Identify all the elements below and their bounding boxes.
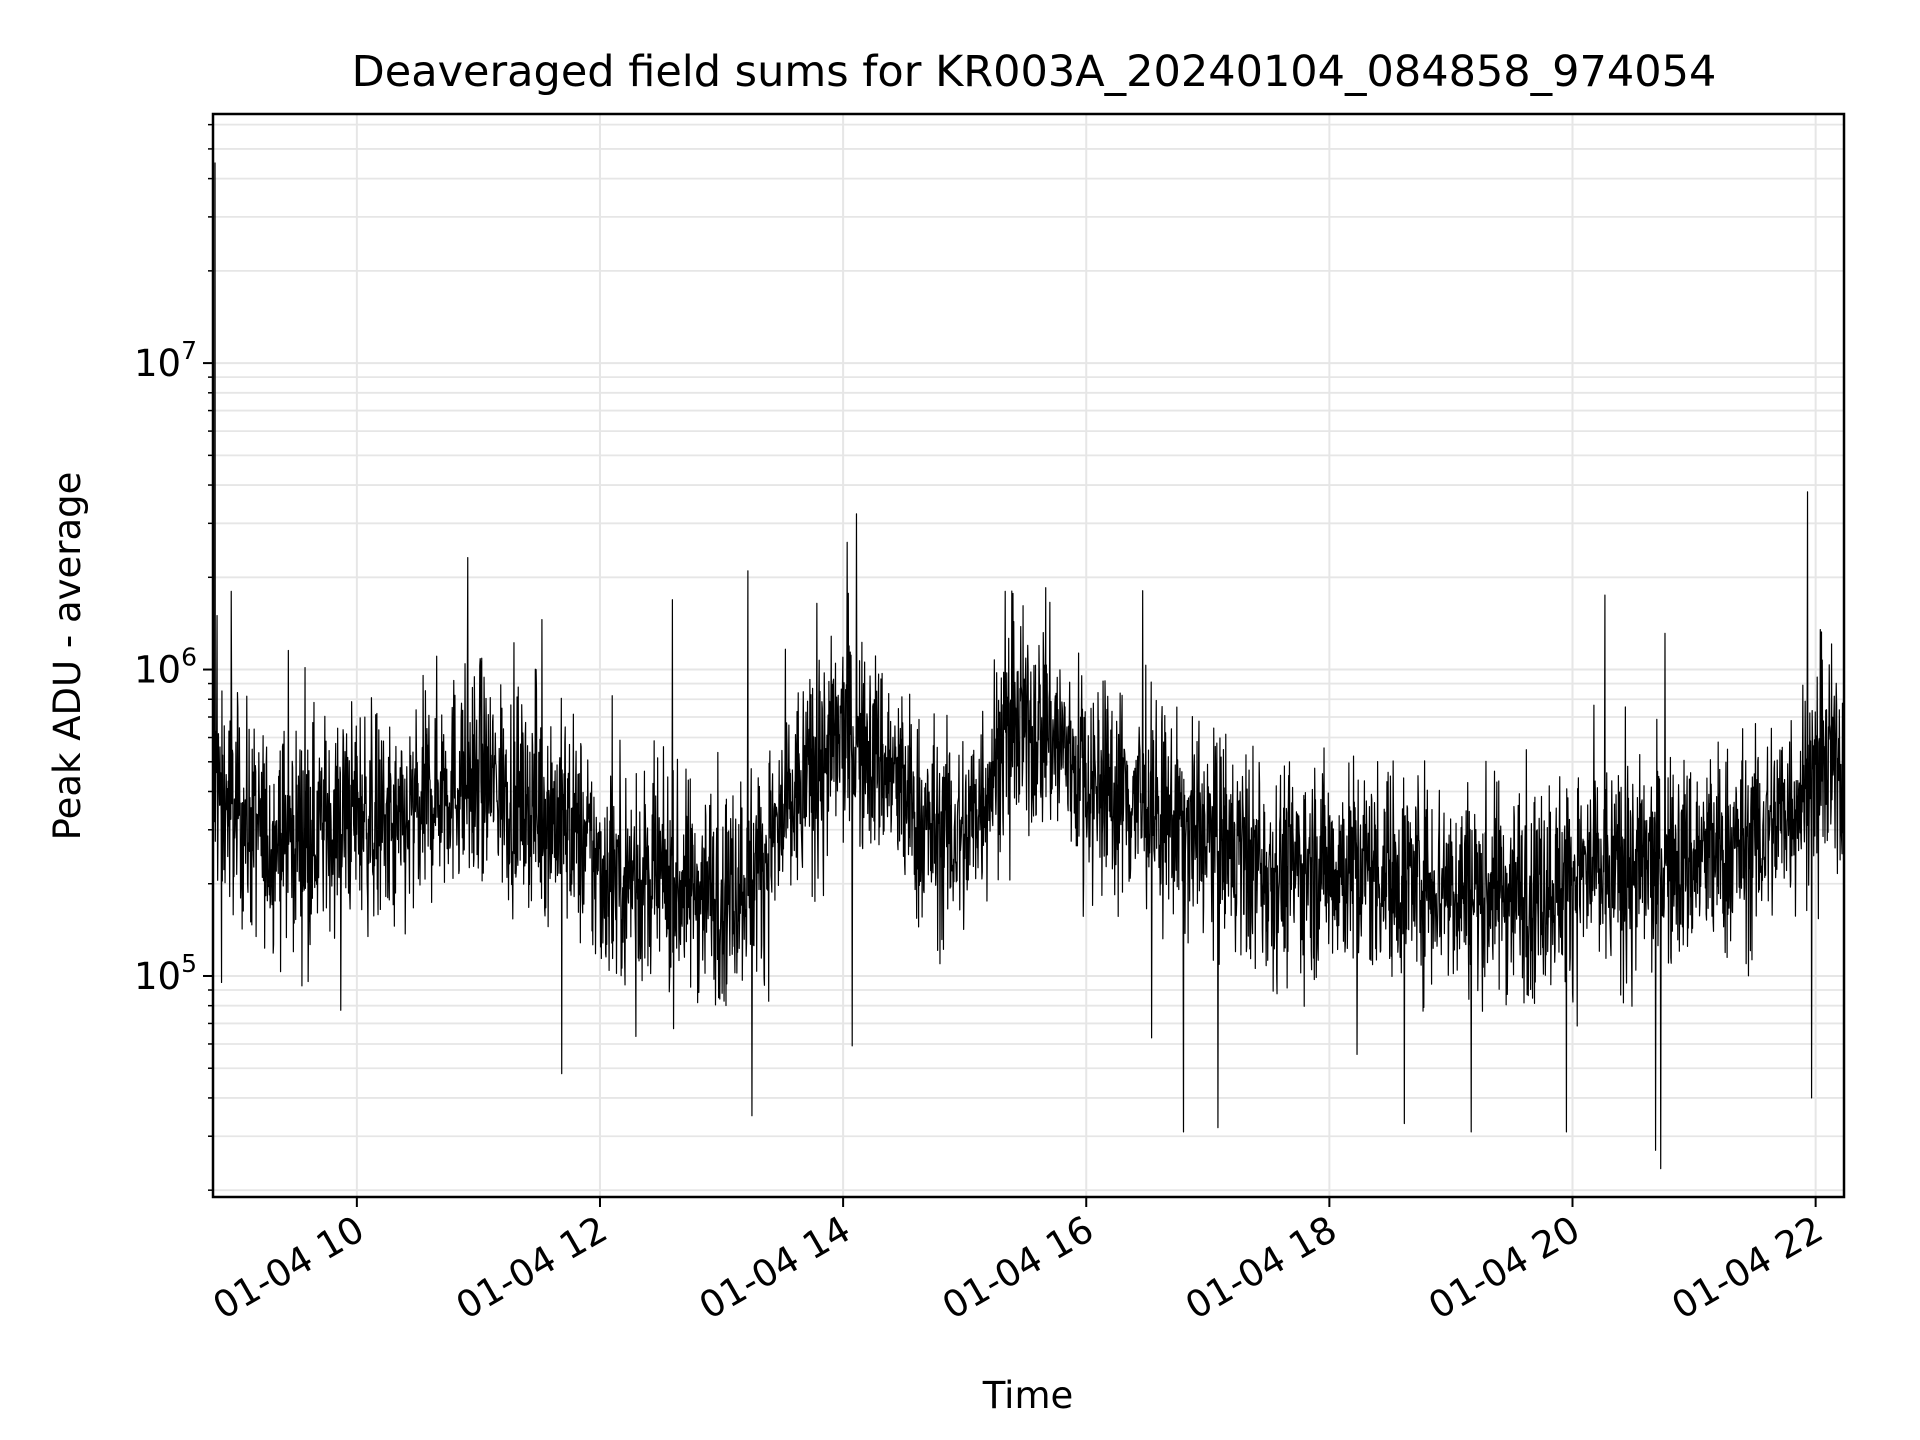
x-tick-label: 01-04 14: [692, 1208, 858, 1328]
plot-frame: [211, 112, 1846, 1199]
x-tick-label: 01-04 18: [1178, 1208, 1344, 1328]
y-tick-label: 107: [134, 336, 197, 385]
x-tick-label: 01-04 22: [1665, 1208, 1831, 1328]
x-tick-label: 01-04 16: [935, 1208, 1101, 1328]
y-axis-label: Peak ADU - average: [46, 472, 89, 841]
x-tick-label: 01-04 12: [449, 1208, 615, 1328]
series-path: [212, 162, 1845, 1170]
y-tick-label: 105: [134, 949, 197, 998]
chart-title: Deaveraged field sums for KR003A_2024010…: [352, 47, 1717, 97]
series-line: [212, 162, 1845, 1170]
x-tick-label: 01-04 10: [206, 1208, 372, 1328]
x-axis-label: Time: [982, 1374, 1074, 1417]
y-tick-label: 106: [134, 643, 197, 692]
x-tick-label: 01-04 20: [1421, 1208, 1587, 1328]
